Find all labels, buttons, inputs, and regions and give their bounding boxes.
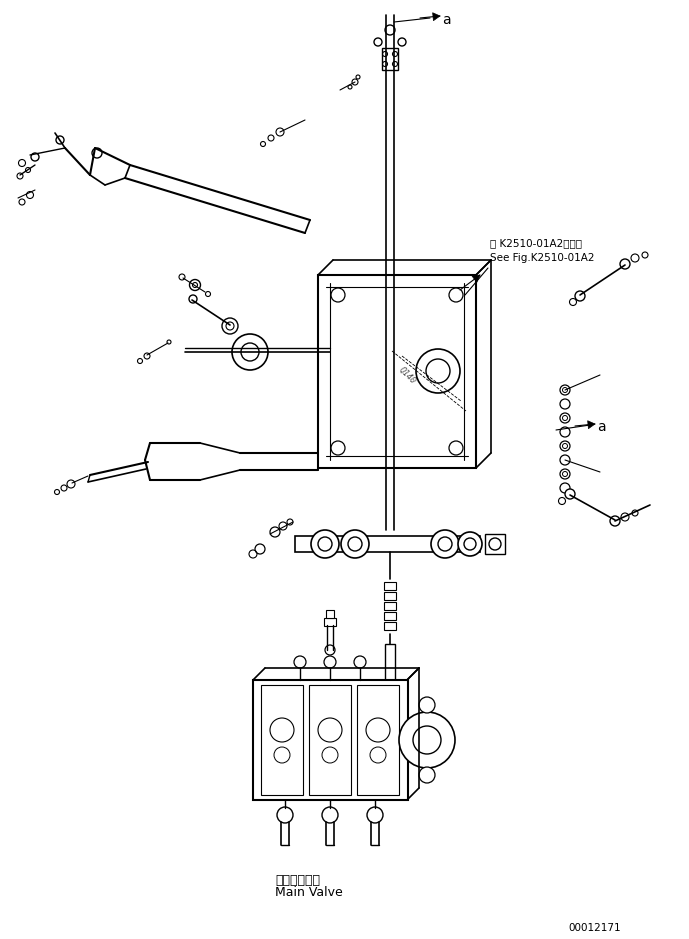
Circle shape — [56, 136, 64, 144]
Bar — [309, 685, 351, 795]
Text: Main Valve: Main Valve — [275, 885, 342, 899]
Bar — [384, 592, 396, 600]
Circle shape — [560, 469, 570, 479]
Polygon shape — [588, 421, 595, 429]
Circle shape — [426, 359, 450, 383]
Bar — [382, 48, 398, 70]
Text: See Fig.K2510-01A2: See Fig.K2510-01A2 — [490, 253, 595, 263]
Circle shape — [413, 726, 441, 754]
Circle shape — [255, 544, 265, 554]
Circle shape — [374, 38, 382, 46]
Circle shape — [560, 441, 570, 451]
Circle shape — [610, 516, 620, 526]
Circle shape — [399, 712, 455, 768]
Bar — [384, 612, 396, 620]
Circle shape — [232, 334, 268, 370]
Circle shape — [222, 318, 238, 334]
Circle shape — [560, 413, 570, 423]
Circle shape — [31, 153, 39, 161]
Bar — [261, 685, 303, 795]
Bar — [324, 618, 336, 626]
Circle shape — [560, 399, 570, 409]
Circle shape — [438, 537, 452, 551]
Circle shape — [331, 288, 345, 302]
Circle shape — [560, 455, 570, 465]
Text: Q140: Q140 — [397, 366, 418, 386]
Bar — [326, 610, 334, 618]
Circle shape — [270, 718, 294, 742]
Bar — [253, 680, 408, 800]
Circle shape — [322, 807, 338, 823]
Bar — [357, 685, 399, 795]
Circle shape — [270, 527, 280, 537]
Circle shape — [241, 343, 259, 361]
Circle shape — [189, 295, 197, 303]
Circle shape — [311, 530, 339, 558]
Text: a: a — [597, 420, 606, 434]
Polygon shape — [472, 275, 480, 283]
Bar — [384, 602, 396, 610]
Circle shape — [489, 538, 501, 550]
Bar — [295, 536, 480, 552]
Circle shape — [419, 767, 435, 783]
Text: a: a — [442, 13, 451, 27]
Bar — [485, 534, 505, 554]
Circle shape — [274, 747, 290, 763]
Circle shape — [366, 718, 390, 742]
Bar — [318, 275, 476, 468]
Circle shape — [560, 385, 570, 395]
Circle shape — [322, 747, 338, 763]
Circle shape — [565, 489, 575, 499]
Circle shape — [560, 427, 570, 437]
Circle shape — [367, 807, 383, 823]
Circle shape — [464, 538, 476, 550]
Circle shape — [620, 259, 630, 269]
Circle shape — [325, 645, 335, 655]
Circle shape — [416, 349, 460, 393]
Circle shape — [331, 441, 345, 455]
Circle shape — [449, 288, 463, 302]
Text: 00012171: 00012171 — [568, 923, 621, 933]
Polygon shape — [433, 13, 440, 21]
Circle shape — [324, 656, 336, 668]
Circle shape — [277, 807, 293, 823]
Circle shape — [575, 291, 585, 301]
Circle shape — [449, 441, 463, 455]
Circle shape — [294, 656, 306, 668]
Bar — [385, 644, 395, 684]
Circle shape — [370, 747, 386, 763]
Text: メインバルブ: メインバルブ — [275, 873, 320, 886]
Circle shape — [189, 280, 200, 290]
Circle shape — [398, 38, 406, 46]
Circle shape — [560, 483, 570, 493]
Circle shape — [458, 532, 482, 556]
Circle shape — [348, 537, 362, 551]
Bar — [384, 622, 396, 630]
Circle shape — [341, 530, 369, 558]
Circle shape — [67, 480, 75, 488]
Circle shape — [318, 537, 332, 551]
Text: 第 K2510-01A2図参照: 第 K2510-01A2図参照 — [490, 238, 582, 248]
Circle shape — [318, 718, 342, 742]
Circle shape — [419, 697, 435, 713]
Circle shape — [92, 148, 102, 158]
Circle shape — [431, 530, 459, 558]
Bar — [384, 582, 396, 590]
Circle shape — [276, 128, 284, 136]
Circle shape — [385, 25, 395, 35]
Circle shape — [354, 656, 366, 668]
